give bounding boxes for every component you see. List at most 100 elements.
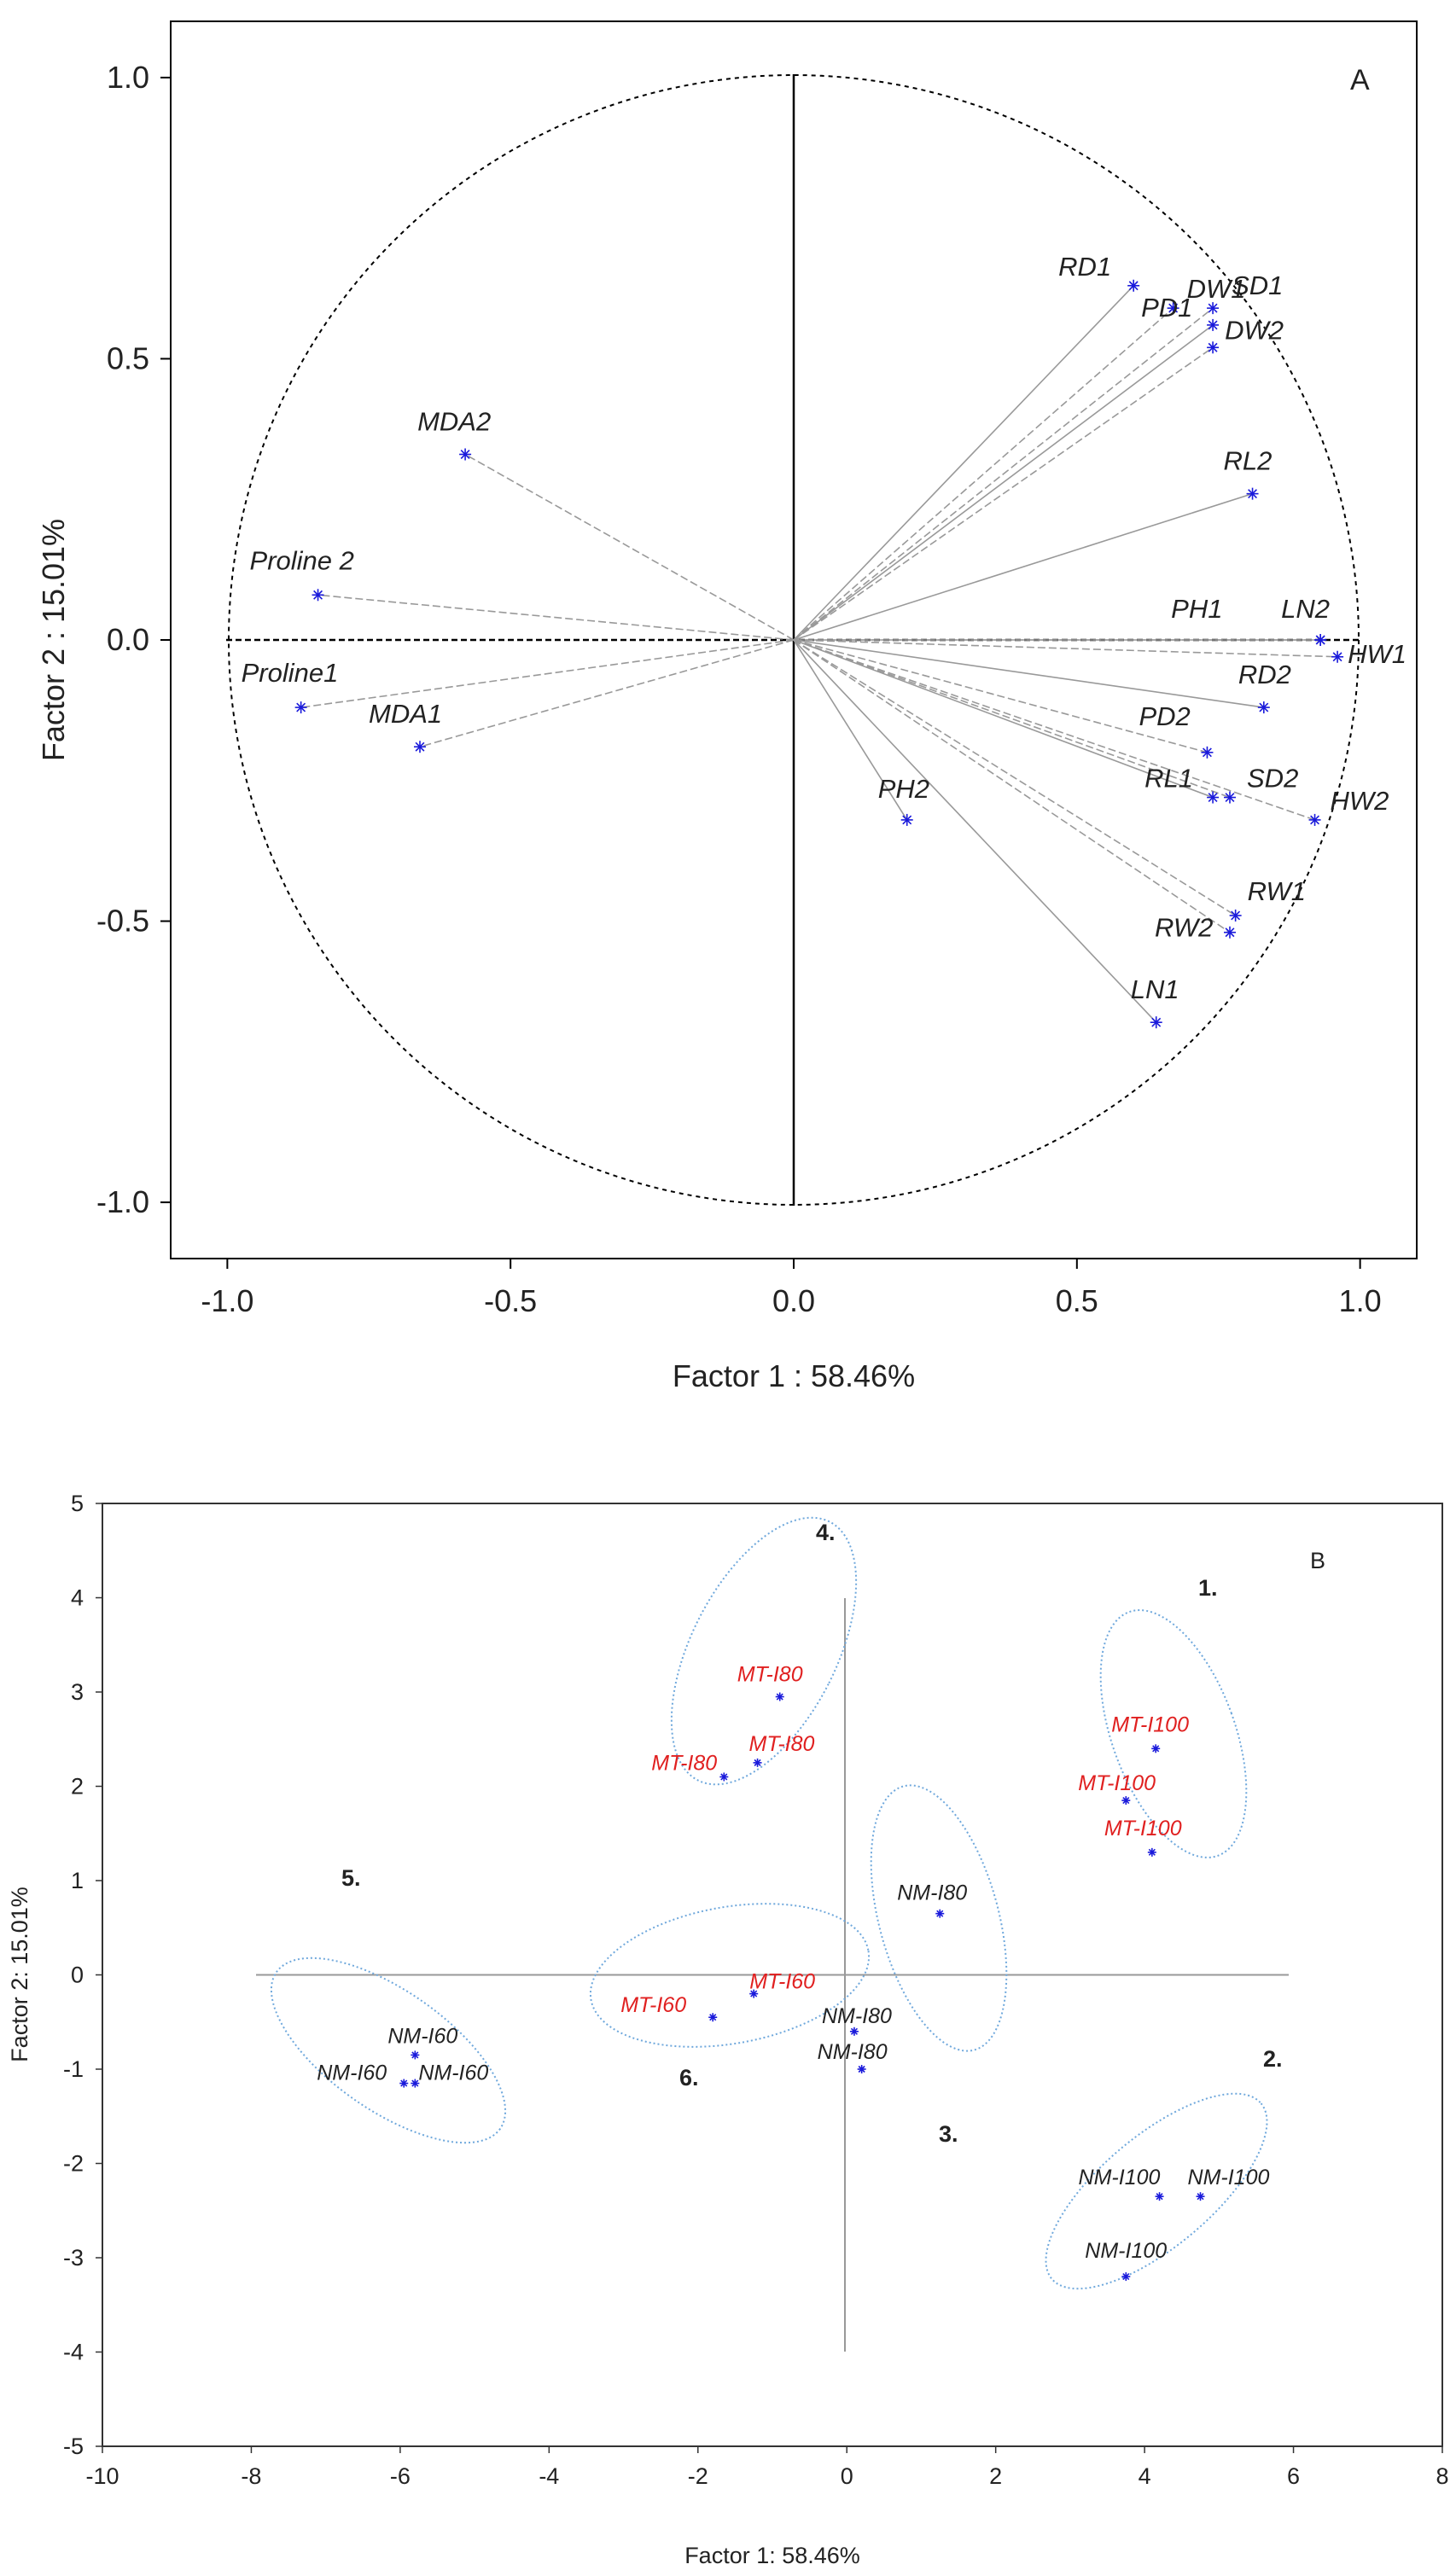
score-label: MT-I100 [1104, 1817, 1182, 1840]
score-label: NM-I80 [822, 2004, 892, 2028]
x-tick-label: -8 [241, 2463, 261, 2489]
loading-vector [793, 639, 1264, 708]
y-tick-label: 0.0 [107, 622, 149, 657]
x-ticks-a: -1.0 -0.5 0.0 0.5 1.0 [201, 1259, 1382, 1318]
loading-marker [1308, 813, 1321, 826]
loading-vectors [300, 285, 1338, 1023]
loading-vector [793, 639, 1237, 916]
loading-vector [793, 307, 1214, 641]
score-label: MT-I100 [1078, 1771, 1156, 1795]
score-marker [753, 1758, 762, 1767]
x-tick-label: -2 [688, 2463, 708, 2489]
loading-label: RD1 [1058, 252, 1111, 282]
cluster-ellipse-4 [670, 1516, 858, 1786]
cluster-number-labels: 1. 2. 3. 4. 5. 6. [341, 1520, 1283, 2147]
y-tick-label: -2 [63, 2151, 84, 2177]
score-marker [857, 2065, 866, 2073]
score-marker [1155, 2192, 1164, 2201]
x-tick-label: -1.0 [201, 1283, 253, 1318]
panel-a: -1.0 -0.5 0.0 0.5 1.0 1.0 0.5 0.0 -0.5 -1.0 RD1 D… [36, 20, 1418, 1393]
loading-vector [793, 639, 1157, 1023]
x-ticks-b: -10 -8 -6 -4 -2 0 2 4 6 8 [85, 2446, 1449, 2489]
y-tick-label: 5 [71, 1491, 84, 1516]
loading-vector [793, 324, 1214, 641]
loading-marker [900, 813, 913, 826]
loading-label: PD2 [1139, 701, 1190, 731]
loading-label: LN1 [1131, 974, 1179, 1004]
y-tick-label: -1.0 [96, 1184, 149, 1219]
loading-marker [1207, 318, 1220, 331]
loading-label: DW1 [1187, 274, 1246, 304]
score-marker [719, 1772, 729, 1782]
score-label: NM-I100 [1079, 2166, 1161, 2189]
loading-label: MDA2 [417, 407, 491, 437]
loading-marker [1127, 279, 1140, 292]
score-marker [749, 1989, 759, 1998]
cluster-ellipse-6 [589, 1903, 871, 2048]
score-label: NM-I80 [897, 1881, 967, 1905]
loading-marker [1150, 1016, 1162, 1029]
cluster-number: 4. [816, 1520, 836, 1545]
x-tick-label: 0.0 [772, 1283, 815, 1318]
loading-label: PH1 [1171, 594, 1222, 624]
score-label: MT-I60 [749, 1970, 815, 1994]
loading-vector [793, 639, 1231, 933]
score-marker [1151, 1744, 1161, 1753]
loading-marker [1207, 791, 1220, 804]
panel-b-letter: B [1310, 1548, 1325, 1573]
score-marker [1147, 1847, 1156, 1857]
cluster-number: 5. [341, 1865, 361, 1891]
loading-label: MDA1 [369, 699, 442, 729]
score-marker [411, 2050, 420, 2060]
score-marker [775, 1692, 784, 1701]
loading-marker [1224, 926, 1236, 939]
loading-marker [1207, 302, 1220, 315]
score-label: MT-I80 [749, 1732, 815, 1756]
loading-vector [300, 639, 795, 708]
loading-label: RW2 [1155, 913, 1213, 943]
loading-vector [793, 285, 1134, 641]
y-ticks-a: 1.0 0.5 0.0 -0.5 -1.0 [96, 60, 171, 1219]
cluster-number: 6. [679, 2065, 699, 2090]
x-axis-title-b: Factor 1: 58.46% [684, 2543, 860, 2568]
y-tick-label: -3 [63, 2245, 84, 2271]
loading-vector [317, 594, 795, 641]
loading-marker [1167, 302, 1179, 315]
loading-marker [1246, 487, 1259, 500]
loading-label: Proline1 [242, 658, 339, 688]
score-labels: MT-I80 MT-I80 MT-I80 MT-I100 MT-I100 MT-I100 N… [317, 1663, 1269, 2264]
y-tick-label: -0.5 [96, 904, 149, 939]
loading-marker [1331, 650, 1344, 663]
loading-marker [1224, 791, 1236, 804]
loading-vector [793, 492, 1253, 641]
cluster-ellipse-5 [270, 1957, 507, 2144]
loading-label: SD2 [1247, 764, 1298, 794]
cluster-ellipses [270, 1516, 1268, 2290]
y-tick-label: 1.0 [107, 60, 149, 95]
y-axis-title-a: Factor 2 : 15.01% [36, 519, 71, 761]
y-tick-label: 4 [71, 1585, 84, 1611]
score-marker [411, 2079, 420, 2088]
loading-label: RW1 [1248, 876, 1306, 906]
score-marker [1121, 1796, 1131, 1806]
loading-vector [793, 639, 1214, 799]
loading-markers [294, 279, 1344, 1029]
x-tick-label: 2 [989, 2463, 1002, 2489]
y-tick-label: 1 [71, 1868, 84, 1893]
x-tick-label: 8 [1436, 2463, 1448, 2489]
x-tick-label: 6 [1287, 2463, 1300, 2489]
score-label: MT-I80 [651, 1751, 717, 1775]
loading-vector [793, 639, 1208, 753]
loading-vector [419, 639, 795, 747]
x-tick-label: 0 [841, 2463, 853, 2489]
y-tick-label: -4 [63, 2340, 84, 2365]
x-tick-label: 1.0 [1339, 1283, 1382, 1318]
y-tick-label: 0 [71, 1963, 84, 1988]
loading-vector [464, 453, 795, 641]
score-marker [849, 2026, 859, 2036]
score-marker [399, 2079, 409, 2088]
x-axis-title-a: Factor 1 : 58.46% [673, 1358, 915, 1393]
loading-marker [414, 741, 426, 753]
y-tick-label: 0.5 [107, 340, 149, 375]
